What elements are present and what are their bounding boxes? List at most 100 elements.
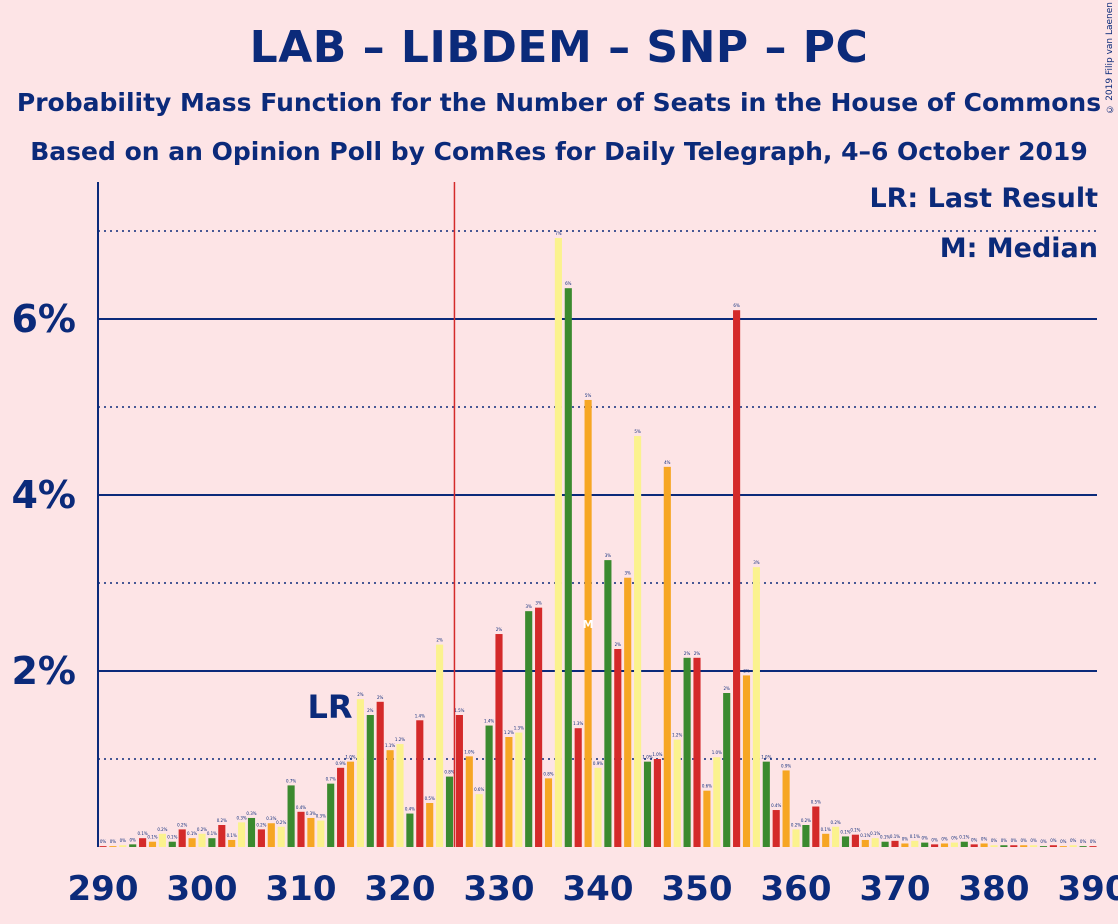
bar-349 (683, 657, 691, 847)
bar-390 (1089, 846, 1097, 847)
bar-341 (604, 560, 612, 847)
bar-346 (653, 759, 661, 847)
bar-331 (505, 737, 513, 847)
x-tick-label: 340 (563, 869, 634, 909)
bar-362 (812, 806, 820, 847)
bar-value-label: 0% (1050, 838, 1057, 843)
bar-value-label: 0% (1001, 838, 1008, 843)
y-tick-label: 2% (11, 649, 76, 693)
bar-value-label: 0.8% (444, 770, 454, 775)
bar-335 (544, 778, 553, 847)
x-tick-label: 360 (761, 869, 832, 909)
bar-292 (119, 845, 127, 847)
bar-387 (1059, 846, 1067, 847)
bar-356 (752, 567, 760, 847)
bar-value-label: 0.1% (138, 831, 148, 836)
bar-value-label: 0.4% (296, 805, 306, 810)
bar-value-label: 0.7% (326, 777, 336, 782)
x-tick-label: 390 (1058, 869, 1118, 909)
bar-319 (386, 750, 394, 847)
x-tick-label: 320 (365, 869, 436, 909)
bar-value-label: 0% (922, 836, 929, 841)
bar-value-label: 3% (625, 571, 632, 576)
bar-306 (257, 829, 265, 847)
bar-value-label: 0.1% (870, 831, 880, 836)
bar-value-label: 0.1% (227, 833, 237, 838)
bar-350 (693, 657, 701, 847)
bar-value-label: 1.0% (712, 750, 722, 755)
bar-294 (139, 838, 147, 847)
bar-311 (307, 817, 315, 847)
bar-value-label: 0% (931, 837, 938, 842)
bar-327 (465, 756, 473, 847)
bar-value-label: 0.1% (910, 834, 920, 839)
bar-value-label: 0.1% (167, 835, 177, 840)
bar-367 (861, 839, 869, 847)
bar-317 (366, 715, 374, 847)
bar-value-label: 0.2% (831, 820, 841, 825)
bar-value-label: 0.9% (593, 761, 603, 766)
bar-value-label: 0% (1040, 839, 1047, 844)
bar-351 (703, 790, 711, 847)
bar-value-label: 0% (130, 837, 137, 842)
bar-value-label: 0.1% (840, 829, 850, 834)
median-marker: M (583, 618, 594, 631)
bar-373 (921, 842, 929, 847)
bar-360 (792, 829, 800, 847)
x-tick-label: 300 (167, 869, 238, 909)
bar-307 (267, 823, 275, 847)
bar-value-label: 7% (555, 231, 562, 236)
bar-value-label: 2% (743, 668, 750, 673)
bar-310 (297, 811, 305, 847)
bar-value-label: 0.1% (821, 827, 831, 832)
bar-value-label: 0.2% (177, 822, 187, 827)
bar-value-label: 0% (120, 838, 127, 843)
bar-value-label: 0% (951, 836, 958, 841)
bar-value-label: 6% (733, 303, 740, 308)
bar-338 (574, 728, 582, 847)
bar-value-label: 0.1% (880, 835, 890, 840)
bar-342 (614, 649, 622, 847)
bar-290 (99, 846, 107, 847)
bar-value-label: 0.6% (474, 787, 484, 792)
bar-296 (158, 833, 166, 847)
bar-337 (564, 288, 572, 847)
bar-355 (742, 675, 751, 847)
bar-value-label: 0.9% (781, 763, 791, 768)
bar-value-label: 0.2% (801, 818, 811, 823)
bar-value-label: 1.3% (573, 721, 583, 726)
bar-value-label: 0% (1021, 838, 1028, 843)
bar-336 (554, 238, 562, 848)
bar-value-label: 0.3% (246, 811, 256, 816)
bar-386 (1049, 845, 1057, 847)
bar-value-label: 0.3% (266, 816, 276, 821)
bar-value-label: 0.1% (860, 833, 870, 838)
bar-value-label: 0.1% (147, 835, 157, 840)
bar-value-label: 0% (971, 837, 978, 842)
bar-value-label: 0% (981, 836, 988, 841)
bar-value-label: 0.1% (850, 828, 860, 833)
bar-363 (822, 833, 830, 847)
x-tick-label: 310 (266, 869, 337, 909)
bar-value-label: 0.1% (207, 831, 217, 836)
bar-value-label: 0% (1090, 839, 1097, 844)
bar-value-label: 0.2% (276, 820, 286, 825)
bar-value-label: 0.2% (256, 822, 266, 827)
bar-371 (901, 843, 909, 847)
bar-295 (148, 841, 157, 847)
bar-358 (772, 810, 780, 847)
bar-318 (376, 701, 384, 847)
bar-370 (891, 840, 899, 847)
bar-321 (406, 813, 414, 847)
bar-value-label: 2% (615, 642, 622, 647)
bar-value-label: 0.9% (336, 761, 346, 766)
last-result-label: LR (307, 688, 352, 726)
bar-309 (287, 785, 295, 847)
bar-value-label: 0.1% (890, 834, 900, 839)
x-tick-label: 290 (68, 869, 139, 909)
bar-361 (802, 825, 810, 847)
bar-value-label: 5% (634, 429, 641, 434)
bar-value-label: 2% (377, 695, 384, 700)
bar-330 (495, 634, 503, 847)
bar-value-label: 1.2% (504, 730, 514, 735)
